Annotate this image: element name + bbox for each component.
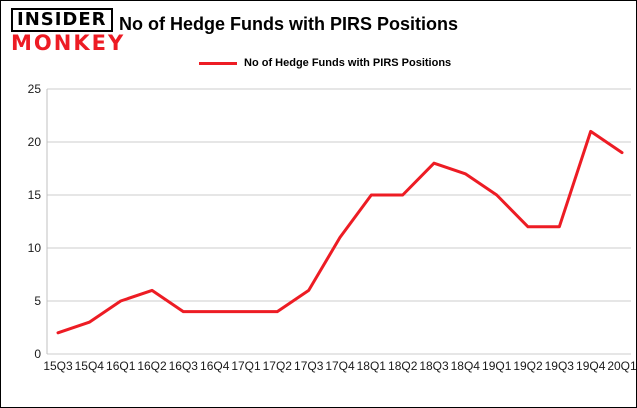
x-axis-tick-label: 16Q3 [169,359,199,373]
data-line [56,129,624,335]
y-axis-tick-label: 10 [28,241,42,255]
x-axis-tick-label: 17Q4 [325,359,355,373]
x-axis-tick-label: 18Q2 [388,359,418,373]
y-axis-tick-label: 0 [34,347,41,361]
x-axis-tick-label: 16Q1 [106,359,136,373]
x-axis-tick-label: 20Q1 [607,359,637,373]
legend: No of Hedge Funds with PIRS Positions [199,57,451,69]
x-axis-tick-label: 19Q4 [576,359,606,373]
y-axis-tick-label: 25 [28,82,42,96]
insider-monkey-logo: INSIDER MONKEY [11,8,125,54]
x-axis-tick-label: 17Q3 [294,359,324,373]
x-axis-tick-label: 15Q3 [43,359,73,373]
legend-line-swatch [199,61,237,65]
x-axis-tick-label: 19Q3 [545,359,575,373]
logo-insider-text: INSIDER [11,8,113,32]
x-axis-tick-label: 16Q2 [137,359,167,373]
x-axis-tick-label: 18Q4 [451,359,481,373]
logo-monkey-text: MONKEY [11,31,126,55]
x-axis-tick-label: 19Q2 [513,359,543,373]
y-axis-tick-label: 20 [28,135,42,149]
x-axis-tick-label: 18Q1 [357,359,387,373]
y-axis-tick-label: 5 [34,294,41,308]
x-axis-tick-label: 19Q1 [482,359,512,373]
chart-title: No of Hedge Funds with PIRS Positions [119,14,459,34]
x-axis-tick-label: 18Q3 [419,359,449,373]
x-axis-tick-label: 17Q1 [231,359,261,373]
legend-label: No of Hedge Funds with PIRS Positions [244,57,452,69]
y-axis-tick-label: 15 [28,188,42,202]
x-axis-tick-label: 17Q2 [263,359,293,373]
x-axis-tick-label: 16Q4 [200,359,230,373]
x-axis-tick-label: 15Q4 [75,359,105,373]
